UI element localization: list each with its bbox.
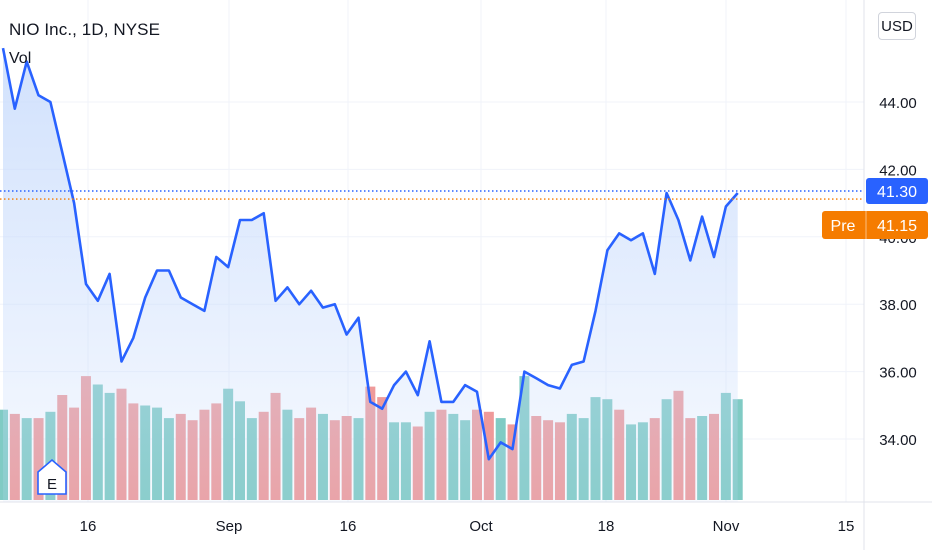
x-tick-label: 16 [80,518,97,535]
y-tick-label: 38.00 [879,297,917,314]
x-tick-label: Nov [713,518,740,535]
chart-legend-title: NIO Inc., 1D, NYSE [9,20,160,40]
x-tick-label: 18 [598,518,615,535]
price-area-fill [3,48,738,502]
pre-market-value: 41.15 [877,218,917,235]
earnings-label: E [47,476,57,493]
x-tick-label: 15 [838,518,855,535]
last-price-value: 41.30 [877,184,917,201]
y-tick-label: 42.00 [879,162,917,179]
volume-legend-label: Vol [9,50,31,68]
currency-button[interactable]: USD [878,12,916,40]
price-tags: 41.30 Pre 41.15 [0,178,928,239]
y-tick-label: 44.00 [879,95,917,112]
y-tick-label: 36.00 [879,365,917,382]
x-tick-label: 16 [340,518,357,535]
pre-market-label: Pre [831,218,856,235]
y-tick-label: 34.00 [879,432,917,449]
price-area [3,48,738,502]
x-tick-label: Oct [469,518,493,535]
x-tick-label: Sep [216,518,243,535]
